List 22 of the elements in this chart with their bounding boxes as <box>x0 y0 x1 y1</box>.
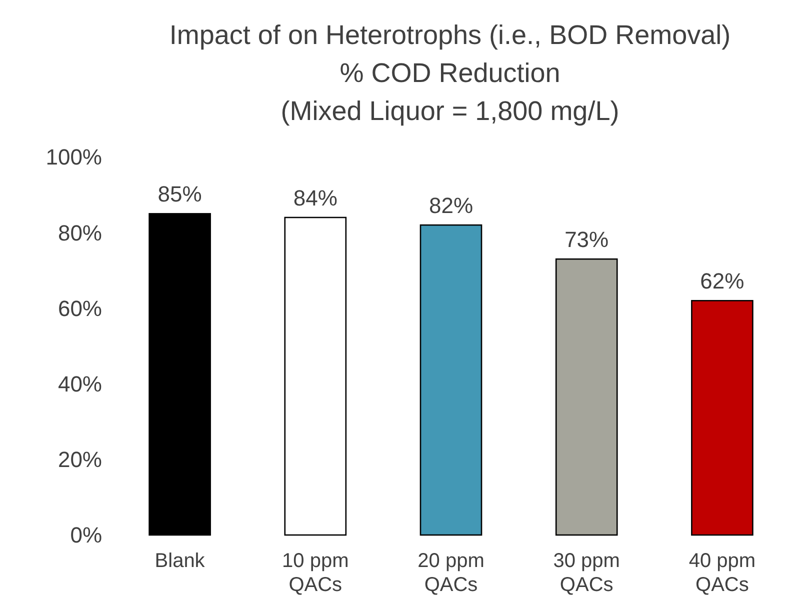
x-tick-label: 30 ppm QACs <box>553 550 620 596</box>
data-label: 82% <box>428 193 474 218</box>
x-tick-label: 10 ppm QACs <box>282 550 349 596</box>
bar <box>555 258 618 536</box>
x-tick-label: Blank <box>154 550 206 572</box>
data-label: 85% <box>158 182 202 207</box>
y-tick-label: 60% <box>58 296 102 321</box>
chart-title: Impact of on Heterotrophs (i.e., BOD Removal) % COD Reduction (Mixed Liquor = 1,800 mg/L) <box>169 20 731 126</box>
y-tick-label: 40% <box>58 372 102 396</box>
data-label: 62% <box>700 268 744 294</box>
x-tick-label: 20 ppm QACs <box>418 550 484 596</box>
data-label: 73% <box>564 227 609 252</box>
bar <box>148 213 211 536</box>
y-tick-label: 100% <box>46 144 102 170</box>
y-tick-label: 0% <box>70 522 102 548</box>
bar <box>691 300 754 536</box>
bar <box>420 224 482 536</box>
data-label: 84% <box>293 185 338 210</box>
y-tick-label: 20% <box>58 447 102 472</box>
bar <box>284 216 347 536</box>
x-tick-label: 40 ppm QACs <box>688 550 756 596</box>
y-tick-label: 80% <box>58 220 102 246</box>
